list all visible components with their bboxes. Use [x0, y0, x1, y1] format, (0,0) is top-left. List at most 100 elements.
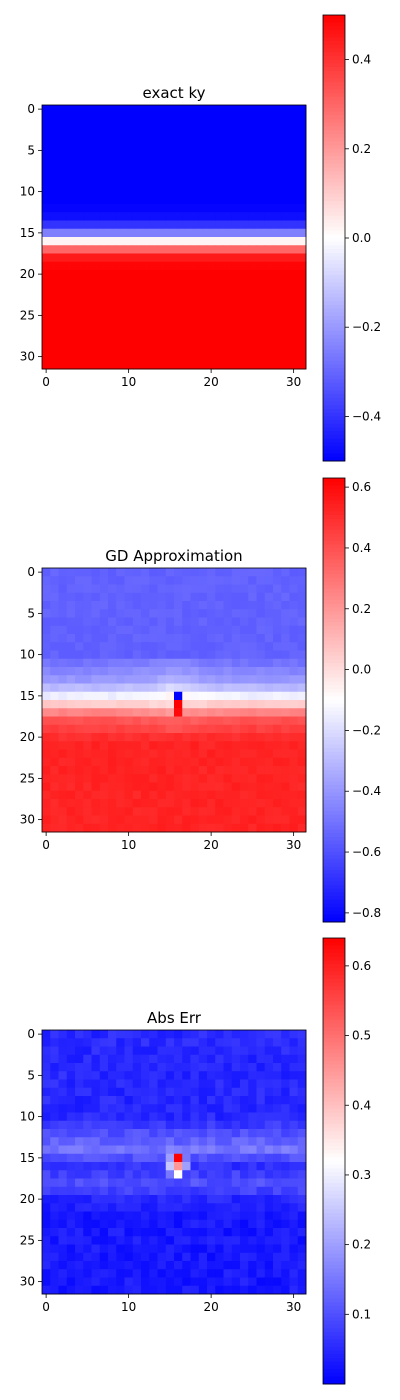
- heatmap-cell: [297, 1054, 307, 1064]
- heatmap-cell: [198, 1285, 208, 1295]
- colorbar-segment: [323, 1317, 345, 1322]
- heatmap-cell: [108, 1038, 117, 1047]
- heatmap-cell: [289, 807, 299, 816]
- heatmap-cell: [157, 327, 167, 337]
- heatmap-cell: [264, 1096, 274, 1105]
- heatmap-cell: [182, 303, 191, 312]
- heatmap-cell: [83, 1236, 92, 1245]
- heatmap-cell: [50, 237, 59, 246]
- y-tick-label: 5: [27, 1068, 35, 1082]
- colorbar-segment: [323, 1131, 345, 1136]
- heatmap-cell: [108, 1186, 117, 1196]
- heatmap-cell: [83, 113, 92, 122]
- heatmap-cell: [50, 1104, 59, 1113]
- heatmap-cell: [75, 1228, 84, 1237]
- heatmap-cell: [297, 154, 307, 164]
- heatmap-cell: [297, 642, 307, 651]
- heatmap-cell: [116, 171, 125, 180]
- heatmap-cell: [231, 658, 241, 668]
- heatmap-cell: [281, 617, 290, 627]
- colorbar-segment: [323, 555, 345, 560]
- heatmap-cell: [116, 700, 125, 709]
- heatmap-cell: [132, 179, 142, 188]
- heatmap-cell: [108, 1244, 117, 1254]
- heatmap-cell: [231, 667, 241, 676]
- heatmap-cell: [174, 576, 183, 585]
- heatmap-cell: [99, 708, 109, 717]
- heatmap-cell: [42, 1203, 51, 1212]
- colorbar-segment: [323, 93, 345, 98]
- heatmap-cell: [273, 749, 282, 759]
- colorbar-segment: [323, 1276, 345, 1281]
- heatmap-cell: [264, 708, 274, 717]
- heatmap-cell: [165, 1096, 175, 1105]
- heatmap-cell: [91, 121, 101, 131]
- colorbar-segment: [323, 1305, 345, 1311]
- heatmap-cell: [198, 212, 208, 221]
- heatmap-cell: [215, 1153, 224, 1163]
- heatmap-cell: [198, 1228, 208, 1237]
- heatmap-cell: [99, 162, 109, 172]
- heatmap-cell: [256, 609, 266, 618]
- heatmap-cell: [174, 113, 183, 122]
- heatmap-cell: [99, 1203, 109, 1212]
- heatmap-cell: [174, 187, 183, 197]
- heatmap-cell: [116, 1203, 125, 1212]
- heatmap-cell: [182, 1252, 191, 1262]
- heatmap-cell: [42, 311, 51, 320]
- heatmap-cell: [190, 1211, 200, 1221]
- heatmap-cell: [91, 1244, 101, 1254]
- heatmap-cell: [58, 294, 68, 304]
- heatmap-cell: [223, 650, 233, 660]
- heatmap-cell: [198, 584, 208, 594]
- heatmap-cell: [207, 790, 216, 800]
- heatmap-cell: [190, 1145, 200, 1155]
- heatmap-cell: [223, 220, 233, 230]
- heatmap-cell: [108, 352, 117, 362]
- heatmap-cell: [58, 1269, 68, 1278]
- heatmap-cell: [223, 1170, 233, 1179]
- colorbar-segment: [323, 945, 345, 950]
- heatmap-cell: [215, 1046, 224, 1056]
- heatmap-cell: [165, 584, 175, 594]
- heatmap-cell: [223, 129, 233, 139]
- heatmap-cell: [182, 129, 191, 139]
- heatmap-cell: [157, 1030, 167, 1039]
- heatmap-cell: [190, 741, 200, 750]
- heatmap-cell: [240, 1178, 249, 1188]
- heatmap-cell: [66, 1038, 76, 1047]
- heatmap-cell: [141, 1277, 150, 1287]
- heatmap-cell: [83, 592, 92, 602]
- heatmap-cell: [116, 1186, 125, 1196]
- heatmap-cell: [256, 1195, 266, 1204]
- heatmap-cell: [223, 1079, 233, 1089]
- heatmap-cell: [190, 1203, 200, 1212]
- heatmap-cell: [58, 1087, 68, 1097]
- heatmap-cell: [75, 344, 84, 353]
- heatmap-cell: [207, 1186, 216, 1196]
- heatmap-cell: [198, 1079, 208, 1089]
- heatmap-cell: [231, 303, 241, 312]
- heatmap-cell: [289, 1211, 299, 1221]
- heatmap-cell: [264, 625, 274, 635]
- heatmap-cell: [58, 253, 68, 263]
- colorbar-segment: [323, 585, 345, 590]
- heatmap-cell: [149, 1063, 158, 1072]
- heatmap-cell: [66, 1079, 76, 1089]
- heatmap-cell: [273, 162, 282, 172]
- heatmap-cell: [66, 741, 76, 750]
- heatmap-cell: [198, 195, 208, 205]
- heatmap-cell: [281, 1219, 290, 1229]
- heatmap-cell: [248, 319, 257, 329]
- colorbar-segment: [323, 319, 345, 324]
- heatmap-cell: [248, 650, 257, 660]
- heatmap-cell: [116, 344, 125, 353]
- heatmap-cell: [223, 187, 233, 197]
- heatmap-cell: [248, 1244, 257, 1254]
- heatmap-cell: [50, 766, 59, 775]
- heatmap-cell: [50, 568, 59, 577]
- heatmap-cell: [165, 129, 175, 139]
- heatmap-cell: [58, 121, 68, 131]
- heatmap-cell: [124, 1137, 134, 1146]
- heatmap-cell: [281, 1120, 290, 1130]
